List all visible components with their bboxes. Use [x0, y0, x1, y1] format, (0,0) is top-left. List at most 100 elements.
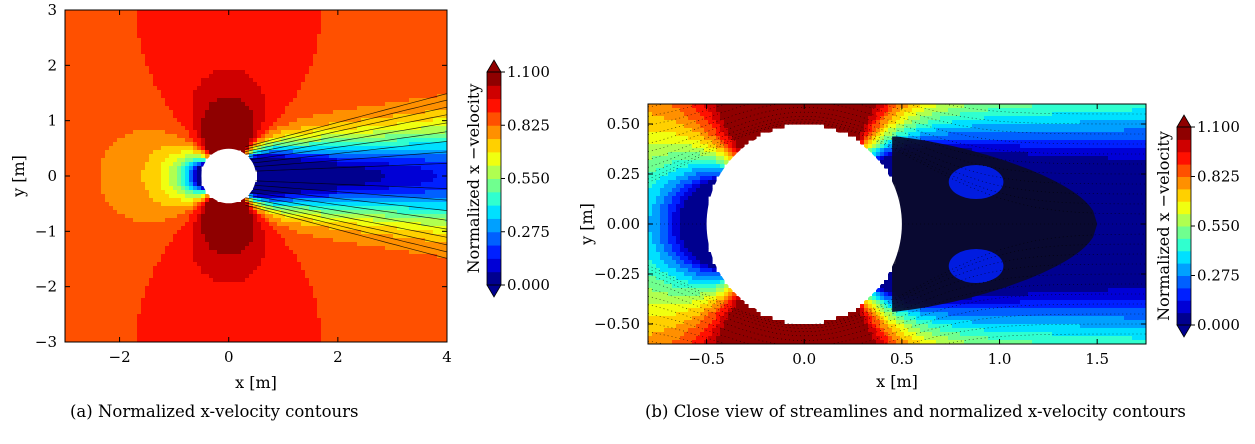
field-cell [393, 74, 398, 79]
field-cell [293, 86, 298, 91]
field-cell [189, 26, 194, 31]
field-cell [421, 58, 426, 63]
field-cell [69, 38, 74, 43]
field-cell [433, 142, 438, 147]
field-cell [441, 54, 446, 59]
field-cell [349, 214, 354, 219]
field-cell [405, 58, 410, 63]
field-cell [129, 174, 134, 179]
field-cell [325, 202, 330, 207]
field-cell [341, 194, 346, 199]
field-cell [85, 182, 90, 187]
field-cell [197, 178, 202, 183]
field-cell [241, 146, 246, 151]
field-cell [169, 102, 174, 107]
field-cell [313, 82, 318, 87]
field-cell [277, 138, 282, 143]
field-cell [169, 98, 174, 103]
field-cell [125, 170, 130, 175]
field-cell [153, 150, 158, 155]
field-cell [281, 202, 286, 207]
field-cell [101, 206, 106, 211]
field-cell [141, 30, 146, 35]
field-cell [205, 126, 210, 131]
field-cell [137, 74, 142, 79]
field-cell [345, 50, 350, 55]
field-cell [361, 166, 366, 171]
field-cell [141, 126, 146, 131]
field-cell [93, 46, 98, 51]
field-cell [117, 178, 122, 183]
field-cell [237, 50, 242, 55]
field-cell [333, 82, 338, 87]
field-cell [185, 42, 190, 47]
field-cell [369, 34, 374, 39]
field-cell [257, 214, 262, 219]
field-cell [137, 194, 142, 199]
field-cell [277, 166, 282, 171]
field-cell [309, 18, 314, 23]
field-cell [209, 14, 214, 19]
field-cell [69, 150, 74, 155]
field-cell [161, 50, 166, 55]
field-cell [149, 174, 154, 179]
field-cell [401, 126, 406, 131]
field-cell [341, 66, 346, 71]
field-cell [389, 182, 394, 187]
field-cell [117, 130, 122, 135]
field-cell [89, 198, 94, 203]
field-cell [353, 118, 358, 123]
field-cell [77, 34, 82, 39]
field-cell [277, 26, 282, 31]
field-cell [173, 86, 178, 91]
field-cell [185, 70, 190, 75]
field-cell [101, 194, 106, 199]
field-cell [433, 218, 438, 223]
field-cell [81, 26, 86, 31]
field-cell [237, 122, 242, 127]
field-cell [149, 154, 154, 159]
field-cell [277, 78, 282, 83]
field-cell [281, 174, 286, 179]
field-cell [273, 122, 278, 127]
field-cell [333, 206, 338, 211]
field-cell [441, 46, 446, 51]
field-cell [69, 206, 74, 211]
field-cell [297, 86, 302, 91]
field-cell [329, 110, 334, 115]
field-cell [193, 158, 198, 163]
field-cell [381, 42, 386, 47]
field-cell [65, 214, 70, 219]
field-cell [185, 214, 190, 219]
field-cell [85, 114, 90, 119]
field-cell [197, 70, 202, 75]
field-cell [353, 46, 358, 51]
field-cell [429, 70, 434, 75]
field-cell [369, 170, 374, 175]
field-cell [177, 214, 182, 219]
field-cell [213, 82, 218, 87]
field-cell [297, 122, 302, 127]
field-cell [109, 86, 114, 91]
field-cell [289, 118, 294, 123]
field-cell [253, 14, 258, 19]
field-cell [273, 126, 278, 131]
field-cell [109, 102, 114, 107]
field-cell [353, 190, 358, 195]
field-cell [345, 30, 350, 35]
field-cell [393, 170, 398, 175]
field-cell [189, 98, 194, 103]
field-cell [281, 90, 286, 95]
field-cell [137, 18, 142, 23]
field-cell [77, 150, 82, 155]
field-cell [365, 10, 370, 15]
field-cell [417, 202, 422, 207]
field-cell [249, 30, 254, 35]
field-cell [137, 90, 142, 95]
field-cell [297, 166, 302, 171]
field-cell [349, 58, 354, 63]
field-cell [309, 66, 314, 71]
field-cell [285, 210, 290, 215]
field-cell [373, 66, 378, 71]
field-cell [73, 146, 78, 151]
